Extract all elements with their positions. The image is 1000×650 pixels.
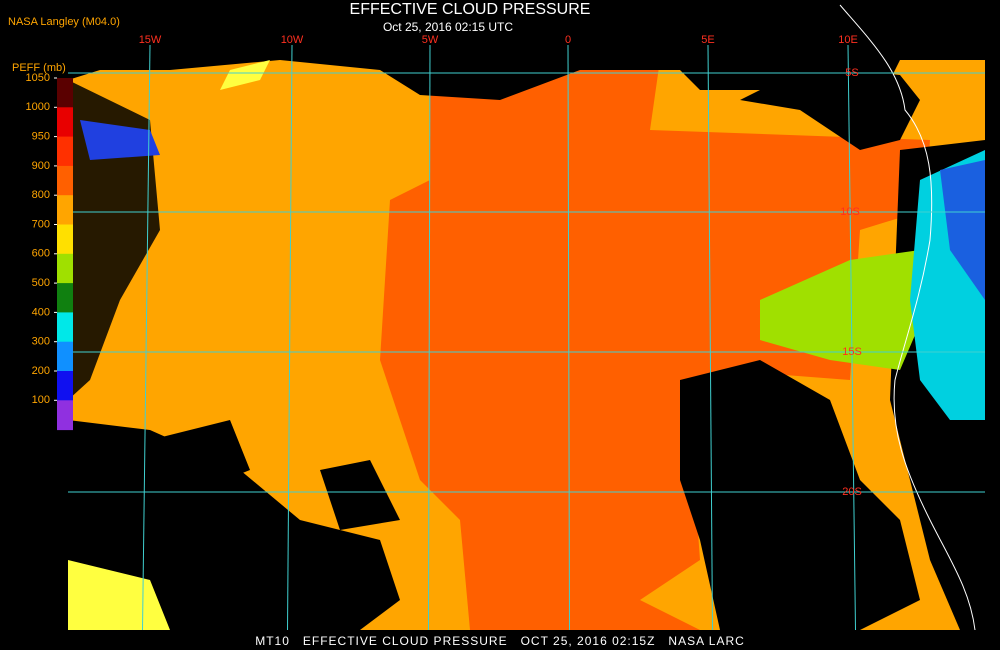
colorbar-segment <box>57 341 73 372</box>
source-label: NASA Langley (M04.0) <box>8 16 120 28</box>
clear-sky <box>68 80 160 400</box>
clear-sky <box>68 420 400 630</box>
longitude-label: 15W <box>139 34 162 46</box>
colorbar-tick-label: 100 <box>32 394 50 406</box>
clear-sky <box>320 460 400 530</box>
colorbar-tick-label: 400 <box>32 306 50 318</box>
colorbar: 1050 1000 950 900 800 700 600 500 400 300 200 100 <box>26 72 73 431</box>
longitude-label: 10E <box>838 34 858 46</box>
colorbar-tick-label: 800 <box>32 189 50 201</box>
colorbar-segment <box>57 78 73 108</box>
latitude-label: 5S <box>845 67 858 79</box>
very-high-cloud <box>80 120 160 160</box>
high-low-cloud <box>220 60 270 90</box>
longitude-label: 10W <box>281 34 304 46</box>
colorbar-segment <box>57 253 73 284</box>
colorbar-segment <box>57 371 73 401</box>
very-high-cloud <box>940 160 985 300</box>
high-low-cloud <box>68 560 170 630</box>
longitude-label: 0 <box>565 34 571 46</box>
longitude-line <box>142 44 151 631</box>
clear-sky <box>740 70 920 150</box>
colorbar-segment <box>57 136 73 167</box>
colorbar-tick-label: 1000 <box>26 101 50 113</box>
longitude-line <box>707 44 713 631</box>
mid-high-cloud <box>760 250 930 370</box>
colorbar-tick-label: 500 <box>32 277 50 289</box>
longitude-line <box>428 44 431 631</box>
longitude-label: 5E <box>701 34 714 46</box>
longitude-line <box>287 44 293 631</box>
longitude-label: 5W <box>422 34 439 46</box>
latitude-label: 10S <box>840 206 860 218</box>
latitude-label: 20S <box>842 486 862 498</box>
colorbar-tick-label: 900 <box>32 160 50 172</box>
colorbar-segment <box>57 107 73 138</box>
colorbar-segment <box>57 312 73 343</box>
colorbar-segment <box>57 195 73 225</box>
colorbar-segment <box>57 400 73 431</box>
colorbar-tick-label: 300 <box>32 336 50 348</box>
title: EFFECTIVE CLOUD PRESSURE <box>350 1 591 18</box>
mid-cloud <box>380 60 930 630</box>
subtitle: Oct 25, 2016 02:15 UTC <box>383 20 513 34</box>
latitude-label: 15S <box>842 346 862 358</box>
colorbar-segment <box>57 283 73 313</box>
colorbar-label: PEFF (mb) <box>12 62 66 74</box>
cloud-field <box>68 4 985 631</box>
colorbar-tick-label: 600 <box>32 248 50 260</box>
colorbar-tick-label: 200 <box>32 365 50 377</box>
footer: MT10 EFFECTIVE CLOUD PRESSURE OCT 25, 20… <box>255 634 745 648</box>
colorbar-tick-label: 700 <box>32 218 50 230</box>
longitude-line <box>567 44 570 631</box>
colorbar-tick-label: 950 <box>32 131 50 143</box>
clear-sky <box>68 45 985 110</box>
longitude-line <box>847 44 856 631</box>
colorbar-segment <box>57 224 73 255</box>
clear-sky <box>680 360 920 630</box>
colorbar-tick-label: 1050 <box>26 72 50 84</box>
colorbar-segment <box>57 165 73 196</box>
coastline <box>839 4 976 631</box>
clear-sky <box>150 420 250 490</box>
graticule: 15W 10W 5W 0 5E 10E 5S 10S 15S 20S <box>68 34 985 631</box>
